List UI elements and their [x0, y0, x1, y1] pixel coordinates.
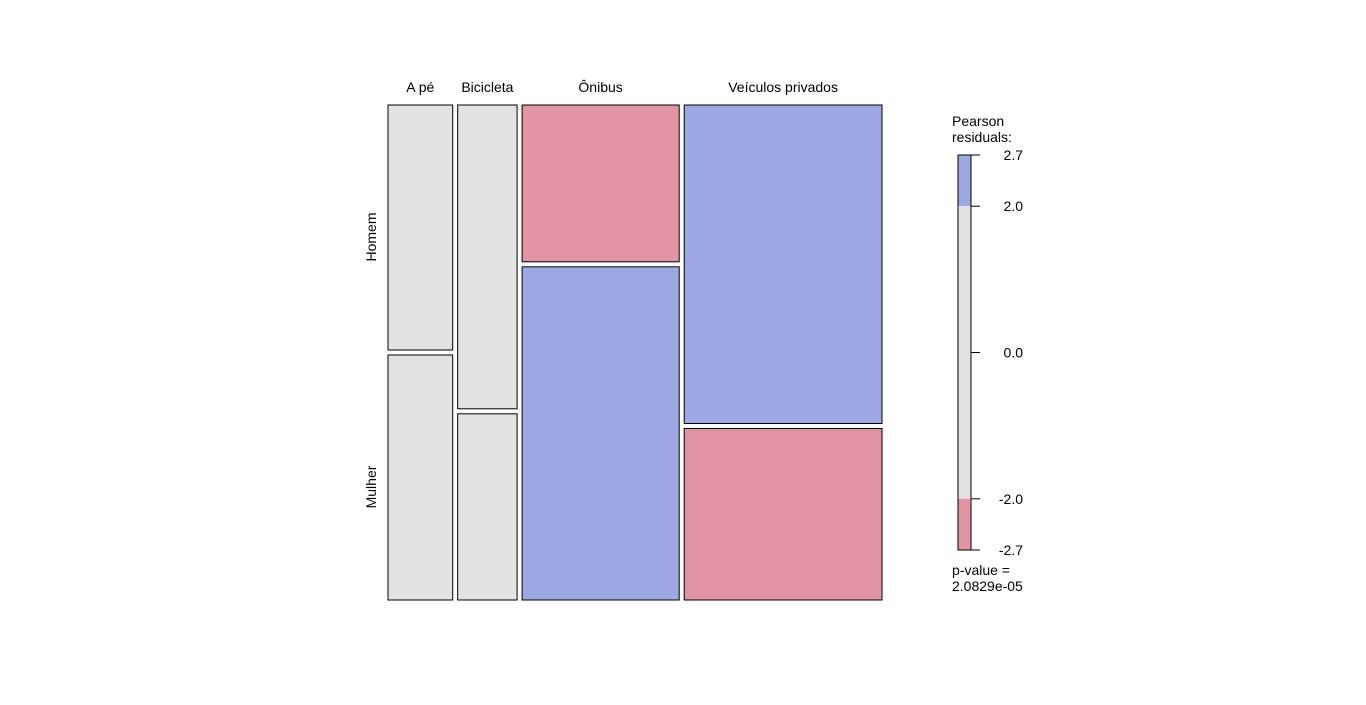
legend-tick-label: 0.0 [1004, 345, 1024, 361]
column-label: Ônibus [578, 79, 622, 95]
column-label: Veículos privados [728, 79, 838, 95]
legend-tick-label: 2.0 [1004, 198, 1024, 214]
legend-title-line2: residuals: [952, 129, 1012, 145]
legend-ticks: 2.7 2.0 0.0 -2.0 -2.7 [971, 147, 1023, 558]
row-labels: Homem Mulher [363, 212, 379, 508]
legend-segment [958, 206, 971, 499]
pvalue-line1: p-value = [952, 562, 1010, 578]
mosaic-cell [457, 104, 518, 410]
column-label: Bicicleta [461, 79, 513, 95]
legend-segment [958, 498, 971, 550]
residuals-legend: Pearson residuals: 2.7 2.0 0.0 -2.0 -2.7 p-v… [952, 113, 1023, 594]
column-labels: A pé Bicicleta Ônibus Veículos privados [406, 79, 838, 95]
mosaic-cell [683, 104, 883, 424]
mosaic-cell [387, 354, 454, 601]
legend-tick-label: -2.0 [999, 491, 1023, 507]
row-label: Homem [363, 212, 379, 261]
row-label: Mulher [363, 465, 379, 508]
legend-tick-label: -2.7 [999, 542, 1023, 558]
mosaic-cell [683, 428, 883, 601]
legend-title-line1: Pearson [952, 113, 1004, 129]
legend-tick-label: 2.7 [1004, 147, 1024, 163]
legend-segment [958, 155, 971, 207]
column-label: A pé [406, 79, 434, 95]
pvalue-line2: 2.0829e-05 [952, 578, 1023, 594]
mosaic-cell [387, 104, 454, 351]
mosaic-cell [521, 104, 680, 263]
mosaic-cell [521, 266, 680, 601]
mosaic-cells [387, 104, 883, 601]
legend-color-bar [957, 154, 972, 551]
mosaic-cell [457, 413, 518, 601]
